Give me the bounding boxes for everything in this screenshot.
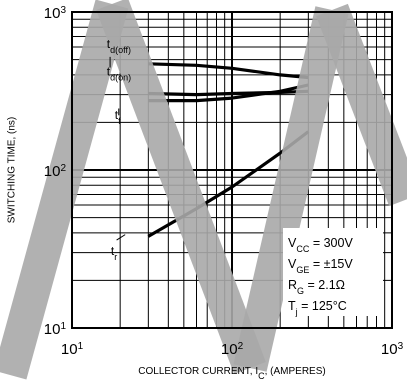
x-tick-labels: 101 102 103: [61, 341, 404, 359]
x-tick-base: 10: [61, 341, 78, 358]
x-tick-base: 10: [381, 341, 398, 358]
condition-symbol: R: [288, 278, 297, 292]
x-axis-title: COLLECTOR CURRENT, IC, (AMPERES): [138, 366, 325, 381]
x-tick-label: 101: [61, 341, 84, 359]
y-tick-label: 101: [44, 321, 67, 339]
y-tick-exponent: 1: [60, 321, 66, 332]
condition-symbol: V: [288, 236, 297, 250]
series-label-doff: td(off): [107, 37, 131, 55]
y-tick-base: 10: [44, 163, 61, 180]
condition-value: = 125°C: [298, 299, 347, 313]
condition-value: = 2.1Ω: [304, 278, 345, 292]
y-axis-title: SWITCHING TIME, (ns): [7, 117, 18, 223]
condition-text: VCC = 300V: [288, 236, 353, 254]
condition-text: Tj = 125°C: [288, 299, 347, 317]
series-label-sub: d(off): [110, 45, 131, 55]
series-label-base: t: [107, 37, 111, 51]
series-label-don: td(on): [107, 65, 131, 83]
watermark-stroke-2: [96, 0, 266, 375]
condition-symbol: T: [288, 299, 296, 313]
condition-value: = ±15V: [309, 257, 353, 271]
x-tick-exponent: 2: [238, 341, 244, 352]
y-tick-exponent: 3: [60, 5, 66, 16]
y-tick-label: 103: [44, 5, 67, 23]
x-axis-title-sub: C: [258, 371, 265, 381]
series-label-sub: d(on): [110, 73, 131, 83]
condition-subscript: j: [295, 307, 298, 317]
condition-text: VGE = ±15V: [288, 257, 353, 275]
conditions-box-bg: [283, 228, 383, 316]
series-line-don: [148, 89, 309, 97]
plot-frame: [71, 11, 393, 329]
series-line-doff: [148, 62, 309, 80]
x-tick-label: 102: [221, 341, 244, 359]
y-tick-base: 10: [44, 321, 61, 338]
y-tick-base: 10: [44, 5, 61, 22]
y-tick-exponent: 2: [60, 163, 66, 174]
condition-subscript: G: [297, 286, 304, 296]
series-label-r: tr: [111, 244, 117, 262]
watermark-stroke-1: [0, 0, 129, 380]
x-axis-title-suffix: , (AMPERES): [265, 366, 326, 377]
condition-symbol: V: [288, 257, 297, 271]
condition-subscript: CC: [296, 244, 309, 254]
x-tick-label: 103: [381, 341, 404, 359]
series-label-sub: r: [114, 252, 117, 262]
x-axis-title-prefix: COLLECTOR CURRENT, I: [138, 366, 258, 377]
series-label-leader: [116, 234, 126, 241]
series-line-f: [148, 83, 309, 103]
watermark-stroke-3: [233, 6, 349, 372]
condition-value: = 300V: [309, 236, 353, 250]
condition-text: RG = 2.1Ω: [288, 278, 345, 296]
x-tick-exponent: 3: [398, 341, 404, 352]
x-tick-base: 10: [221, 341, 238, 358]
series-label-base: t: [107, 65, 111, 79]
series-label-sub: f: [118, 116, 121, 126]
series-label-f: tf: [115, 108, 121, 126]
series-label-base: t: [111, 244, 115, 258]
series-label-base: t: [115, 108, 119, 122]
condition-subscript: GE: [296, 265, 309, 275]
x-tick-exponent: 1: [78, 341, 84, 352]
y-tick-label: 102: [44, 163, 67, 181]
